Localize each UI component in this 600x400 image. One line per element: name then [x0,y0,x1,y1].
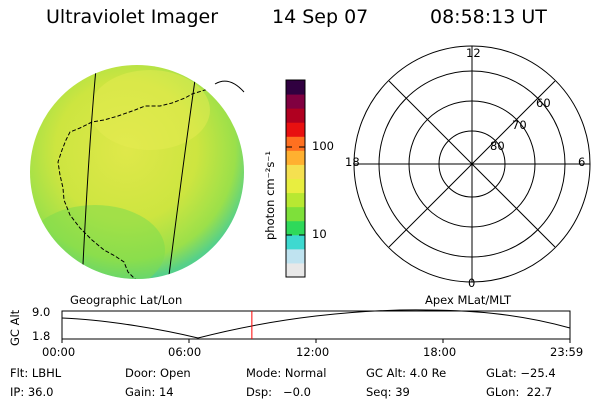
altitude-y-tick-min: 1.8 [32,329,51,343]
colorbar-tick-10: 10 [312,227,327,241]
polar-plot [353,45,591,283]
longitude-line [167,79,196,279]
color-bar-segment [286,192,305,208]
color-bar-segment [286,220,305,236]
time-label: 08:58:13 UT [430,6,547,28]
color-bar-segment [286,108,305,123]
instrument-title: Ultraviolet Imager [46,6,219,28]
polar-label-6: 6 [578,155,586,169]
altitude-plot [61,309,571,343]
color-bar-segment [286,178,305,194]
color-bar-segment [286,164,305,179]
date-label: 14 Sep 07 [272,6,369,28]
altitude-x-tick: 23:59 [550,345,584,359]
color-bar [285,79,306,278]
geographic-label: Geographic Lat/Lon [70,293,183,307]
apex-label: Apex MLat/MLT [425,293,512,307]
color-bar-segment [286,122,305,137]
color-bar-segment [286,150,305,165]
door-status: Door: Open [125,366,191,380]
color-bar-segment [286,234,305,250]
gc-alt-status: GC Alt: 4.0 Re [366,366,447,380]
polar-label-18: 18 [345,155,360,169]
polar-label-0: 0 [468,276,476,290]
altitude-curve [61,309,571,339]
altitude-y-tick-max: 9.0 [32,305,51,319]
colorbar-unit-label: photon cm⁻²s⁻¹ [263,151,277,240]
longitude-line [81,65,98,279]
glat-status: GLat: −25.4 [486,366,556,380]
gain-status: Gain: 14 [125,385,174,399]
mode-status: Mode: Normal [246,366,327,380]
color-bar-segment [286,262,305,278]
colorbar-tick-100: 100 [312,139,334,153]
polar-label-12: 12 [466,46,481,60]
altitude-x-tick: 12:00 [296,345,330,359]
altitude-axis-title: GC Alt [8,309,22,346]
altitude-x-tick: 18:00 [423,345,457,359]
polar-lat-70: 70 [512,118,527,132]
polar-lat-60: 60 [536,96,551,110]
color-bar-segment [286,136,305,151]
dsp-status: Dsp: −0.0 [246,385,311,399]
ip-status: IP: 36.0 [10,385,54,399]
seq-status: Seq: 39 [366,385,410,399]
filter-status: Flt: LBHL [10,366,62,380]
coastline [57,85,219,279]
color-bar-segment [286,248,305,264]
altitude-x-tick: 06:00 [168,345,202,359]
glon-status: GLon: 22.7 [486,385,553,399]
altitude-x-tick: 00:00 [42,345,76,359]
polar-lat-80: 80 [490,139,505,153]
color-bar-segment [286,94,305,109]
colorbar-ticks [286,146,305,236]
color-bar-segment [286,206,305,222]
earth-disk-image [30,65,245,279]
color-bar-segment [286,80,305,95]
color-bar-frame [285,79,306,278]
